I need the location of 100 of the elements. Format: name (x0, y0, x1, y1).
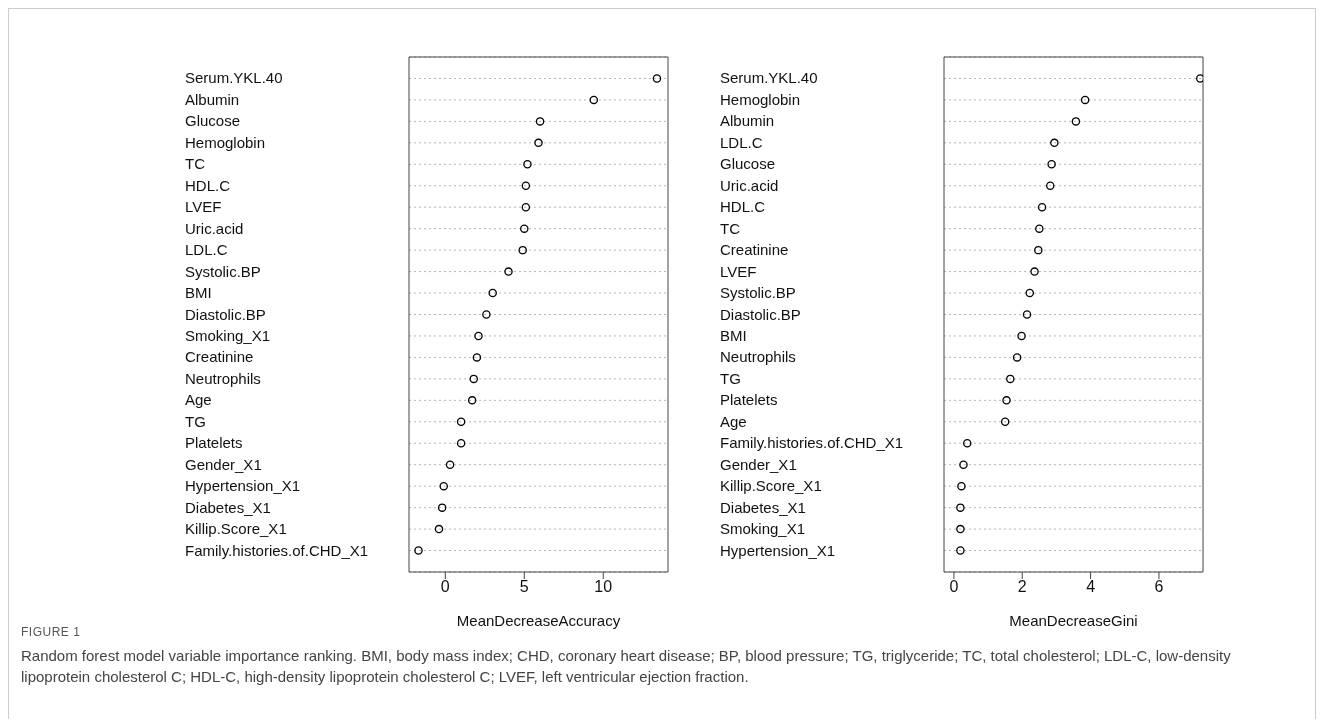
point (1000, 417, 1010, 427)
y-tick-label: BMI (720, 326, 747, 344)
y-tick-label: Killip.Score_X1 (720, 477, 822, 495)
y-tick-label: Platelets (185, 434, 243, 452)
point (1080, 95, 1090, 105)
y-tick-label: Gender_X1 (720, 455, 797, 473)
y-tick-label: Creatinine (185, 348, 254, 366)
point (1030, 267, 1039, 276)
point (456, 417, 466, 427)
y-tick-label: LDL.C (720, 133, 763, 151)
point (488, 288, 497, 298)
y-tick-label: Diabetes_X1 (185, 498, 271, 516)
y-tick-label: Hypertension_X1 (185, 477, 301, 495)
point (1017, 331, 1026, 341)
y-tick-label: TC (720, 219, 741, 237)
point (1022, 310, 1032, 319)
y-tick-label: HDL.C (720, 198, 766, 216)
y-tick-label: Glucose (185, 112, 241, 130)
point (652, 74, 662, 83)
point (1046, 181, 1055, 190)
point (1071, 117, 1081, 126)
y-tick-label: Neutrophils (720, 348, 796, 366)
y-tick-label: HDL.C (185, 176, 231, 194)
point (956, 524, 965, 534)
y-tick-label: Diabetes_X1 (720, 498, 806, 516)
y-tick-label: Family.histories.of.CHD_X1 (185, 541, 369, 559)
y-tick-label: Hemoglobin (720, 90, 801, 108)
y-tick-label: LDL.C (185, 241, 228, 259)
point (1047, 160, 1056, 169)
point (518, 245, 527, 255)
x-axis-title: MeanDecreaseAccuracy (456, 612, 621, 629)
x-tick-label: 10 (594, 578, 613, 596)
point (1035, 224, 1044, 233)
y-tick-label: Diastolic.BP (720, 305, 801, 323)
y-tick-label: Albumin (185, 90, 240, 108)
x-tick-label: 5 (519, 578, 529, 596)
point (467, 396, 477, 405)
y-tick-label: Age (720, 412, 747, 430)
point (1037, 202, 1047, 212)
point (474, 331, 483, 341)
point (469, 374, 478, 384)
point (504, 267, 513, 276)
point (1034, 245, 1043, 255)
y-tick-label: Age (185, 391, 212, 409)
x-tick-label: 4 (1086, 578, 1096, 596)
point (521, 202, 531, 212)
x-tick-label: 0 (949, 578, 959, 596)
point (535, 117, 545, 126)
point (962, 439, 972, 448)
point (1006, 374, 1015, 384)
point (1050, 138, 1059, 148)
point (1196, 74, 1203, 83)
y-tick-label: Systolic.BP (720, 284, 796, 302)
x-tick-label: 6 (1154, 578, 1164, 596)
point (472, 353, 482, 362)
y-tick-label: Smoking_X1 (185, 326, 271, 344)
y-tick-label: TC (185, 155, 206, 173)
point (959, 460, 968, 469)
point (956, 546, 965, 555)
y-tick-label: LVEF (185, 198, 222, 216)
point (957, 481, 966, 491)
y-tick-label: Smoking_X1 (720, 520, 806, 538)
point (445, 460, 455, 469)
point (534, 138, 543, 148)
y-tick-label: Platelets (720, 391, 778, 409)
point (437, 503, 447, 512)
y-tick-label: Uric.acid (720, 176, 779, 194)
y-tick-label: Hypertension_X1 (720, 541, 836, 559)
y-tick-label: Killip.Score_X1 (185, 520, 287, 538)
caption: FIGURE 1 (21, 625, 81, 639)
point (439, 481, 448, 491)
point (456, 439, 466, 448)
y-tick-label: Gender_X1 (185, 455, 262, 473)
y-tick-label: Family.histories.of.CHD_X1 (720, 434, 904, 452)
point (523, 160, 532, 169)
y-tick-label: BMI (185, 284, 212, 302)
point (520, 224, 529, 233)
y-tick-label: TG (720, 369, 741, 387)
point (521, 181, 531, 190)
x-axis-title: MeanDecreaseGini (1009, 612, 1138, 629)
y-tick-label: Hemoglobin (185, 133, 266, 151)
x-tick-label: 2 (1017, 578, 1027, 596)
point (482, 310, 491, 319)
y-tick-label: Neutrophils (185, 369, 261, 387)
point (956, 503, 965, 512)
y-tick-label: Serum.YKL.40 (185, 69, 283, 87)
point (1002, 396, 1011, 405)
y-tick-label: Glucose (720, 155, 776, 173)
x-tick-label: 0 (440, 578, 450, 596)
y-tick-label: Creatinine (720, 241, 789, 259)
point (1025, 288, 1035, 298)
y-tick-label: Systolic.BP (185, 262, 261, 280)
point (434, 524, 444, 534)
y-tick-label: TG (185, 412, 206, 430)
y-tick-label: Albumin (720, 112, 775, 130)
text: Random forest model variable importance ranking. BMI, body mass index; CHD, coronary heart disease; BP, blood pressure; TG, triglyceride; TC, total cholesterol; LDL-C, low-density lipoprotein cholesterol C; HDL-C, high-density lipoprotein cholesterol C; LVEF, left ventricular ejection fraction. (21, 646, 1232, 687)
y-tick-label: Serum.YKL.40 (720, 69, 818, 87)
point (414, 546, 423, 555)
y-tick-label: LVEF (720, 262, 757, 280)
y-tick-label: Diastolic.BP (185, 305, 266, 323)
